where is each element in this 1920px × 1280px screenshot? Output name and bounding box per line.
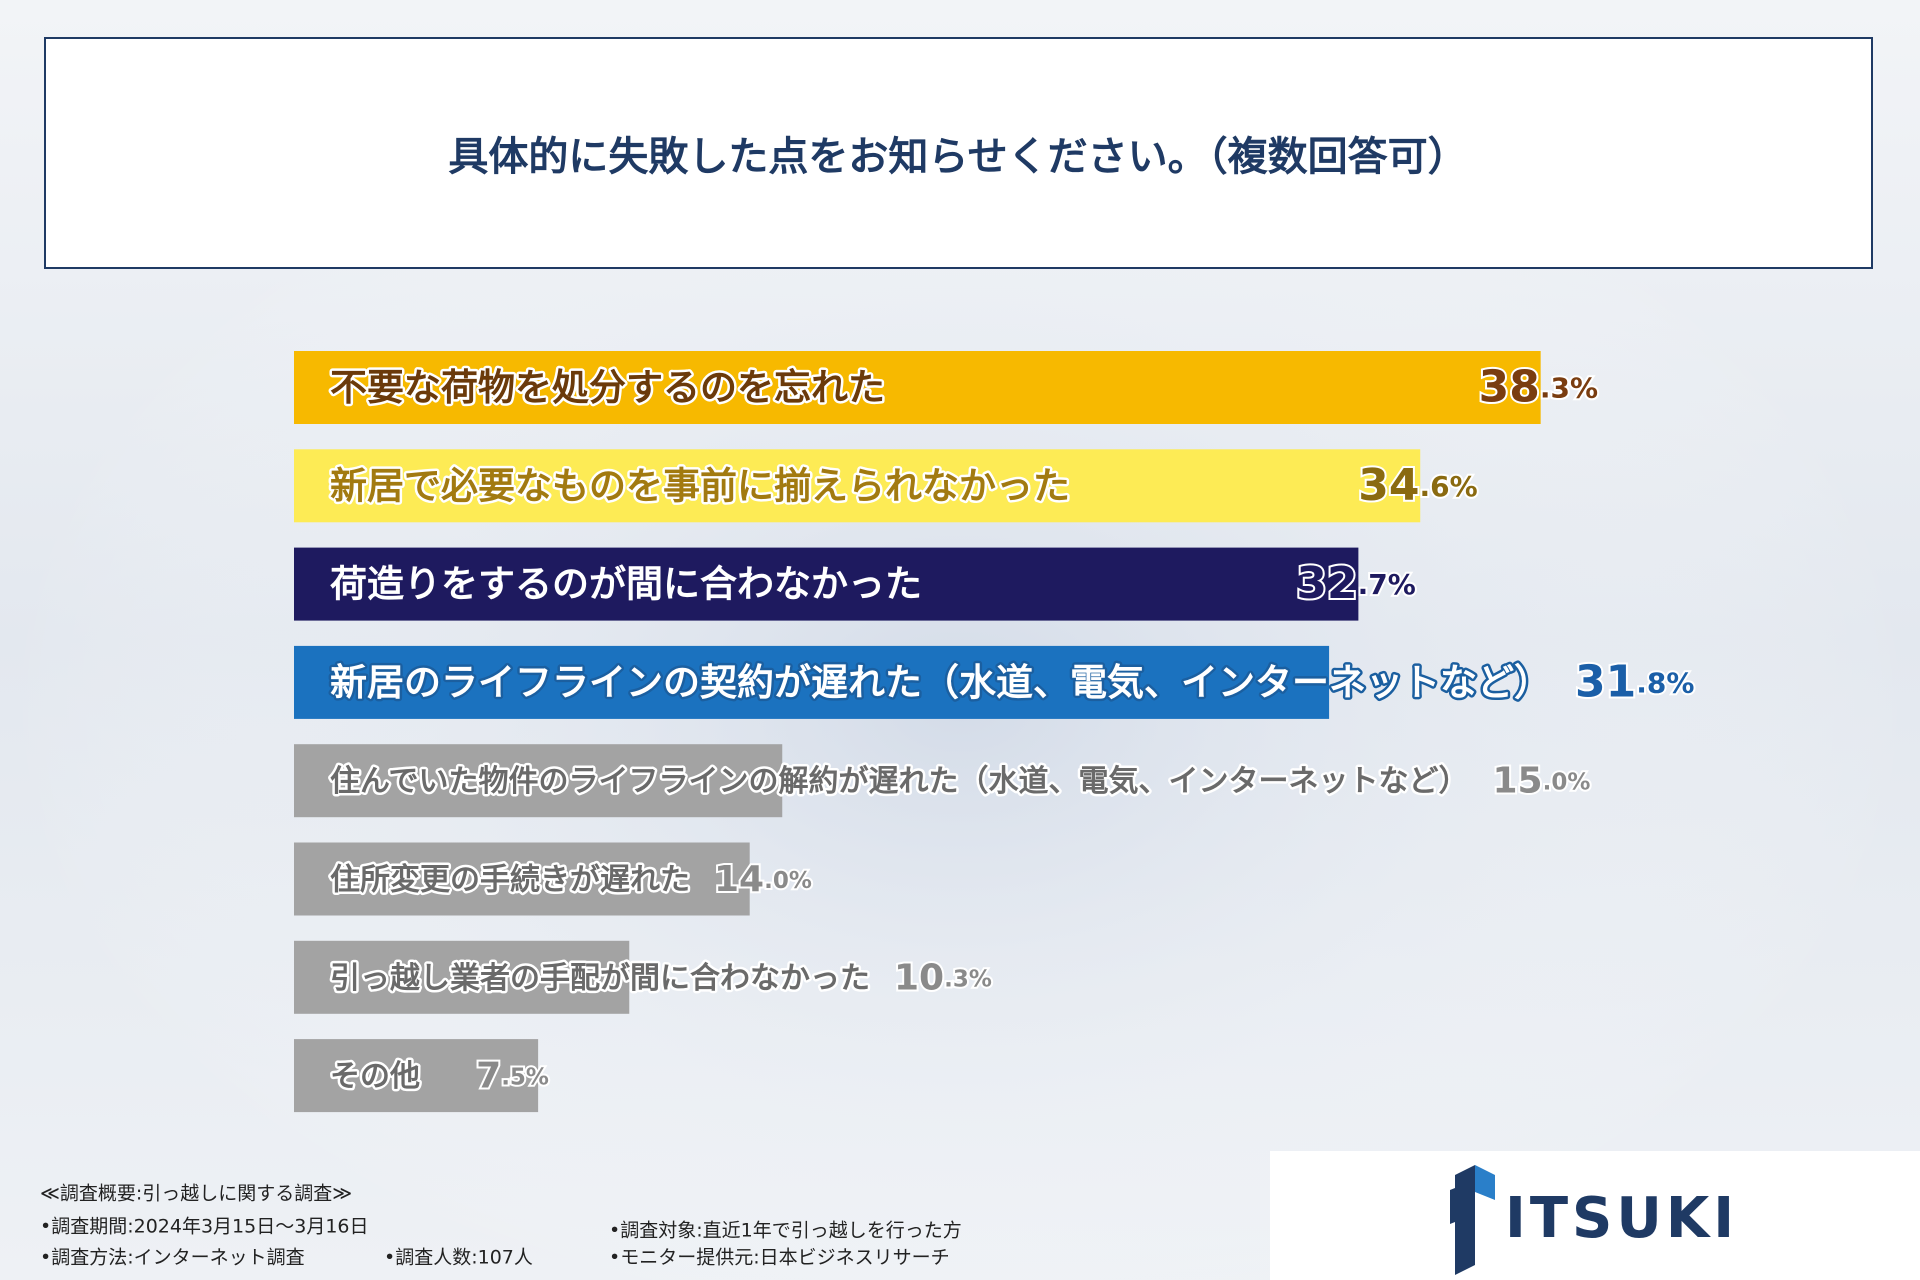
bar	[294, 547, 1359, 621]
value-label-int: 10	[894, 957, 944, 998]
value-label-dec: .0%	[764, 868, 812, 894]
value-label-int: 34	[1358, 460, 1419, 511]
category-label: 荷造りをするのが間に合わなかった	[330, 563, 922, 606]
logo-icon	[1450, 1165, 1495, 1275]
category-label: その他	[330, 1059, 420, 1094]
category-label: 新居のライフラインの契約が遅れた（水道、電気、インターネットなど）	[330, 661, 1551, 704]
logo-text: ITSUKI	[1505, 1186, 1738, 1251]
value-label-int: 7	[476, 1056, 501, 1097]
footer-item: •調査対象:直近1年で引っ越しを行った方	[609, 1220, 962, 1242]
bar	[294, 645, 1330, 719]
value-label-dec: .8%	[1636, 666, 1694, 699]
value-label: 34.6%	[1358, 460, 1477, 511]
bar	[294, 351, 1541, 424]
value-label: 31.8%	[1575, 656, 1694, 707]
footer-item: •モニター提供元:日本ビジネスリサーチ	[609, 1247, 950, 1269]
value-label-int: 32	[1296, 558, 1357, 609]
value-label-dec: .3%	[944, 966, 992, 992]
value-label-int: 31	[1575, 656, 1636, 707]
category-label: 住んでいた物件のライフラインの解約が遅れた（水道、電気、インターネットなど）	[330, 764, 1469, 799]
value-label-dec: .3%	[1540, 372, 1598, 405]
footer-item: •調査方法:インターネット調査	[40, 1247, 305, 1269]
value-label-dec: .0%	[1543, 769, 1591, 795]
bar	[294, 744, 783, 818]
footer-heading: ≪調査概要:引っ越しに関する調査≫	[40, 1183, 352, 1205]
value-label-int: 15	[1493, 761, 1543, 802]
bar	[294, 940, 630, 1014]
value-label: 38.3%	[1479, 362, 1598, 413]
value-label-int: 38	[1479, 362, 1540, 413]
value-label: 14.0%	[714, 859, 812, 900]
category-label: 新居で必要なものを事前に揃えられなかった	[330, 464, 1070, 507]
value-label: 10.3%	[894, 957, 992, 998]
title-box	[44, 37, 1873, 269]
category-label: 不要な荷物を処分するのを忘れた	[330, 366, 885, 409]
footer-item: •調査期間:2024年3月15日～3月16日	[40, 1216, 369, 1238]
category-label: 引っ越し業者の手配が間に合わなかった	[330, 961, 870, 996]
footer-item: •調査人数:107人	[384, 1247, 533, 1269]
value-label: 32.7%	[1296, 558, 1415, 609]
value-label-dec: .6%	[1419, 470, 1477, 503]
bars: 不要な荷物を処分するのを忘れた 38.3%新居で必要なものを事前に揃えられなかった…	[294, 351, 1696, 1113]
bar	[294, 449, 1421, 523]
value-label-dec: .5%	[501, 1064, 549, 1090]
value-label: 7.5%	[476, 1056, 549, 1097]
bar	[294, 842, 750, 916]
bar	[294, 1039, 539, 1113]
value-label-int: 14	[714, 859, 764, 900]
value-label-dec: .7%	[1358, 568, 1416, 601]
value-label: 15.0%	[1493, 761, 1591, 802]
logo-box	[1270, 1151, 1920, 1280]
chart-title: 具体的に失敗した点をお知らせください。（複数回答可）	[448, 134, 1467, 180]
category-label: 住所変更の手続きが遅れた	[330, 863, 690, 898]
